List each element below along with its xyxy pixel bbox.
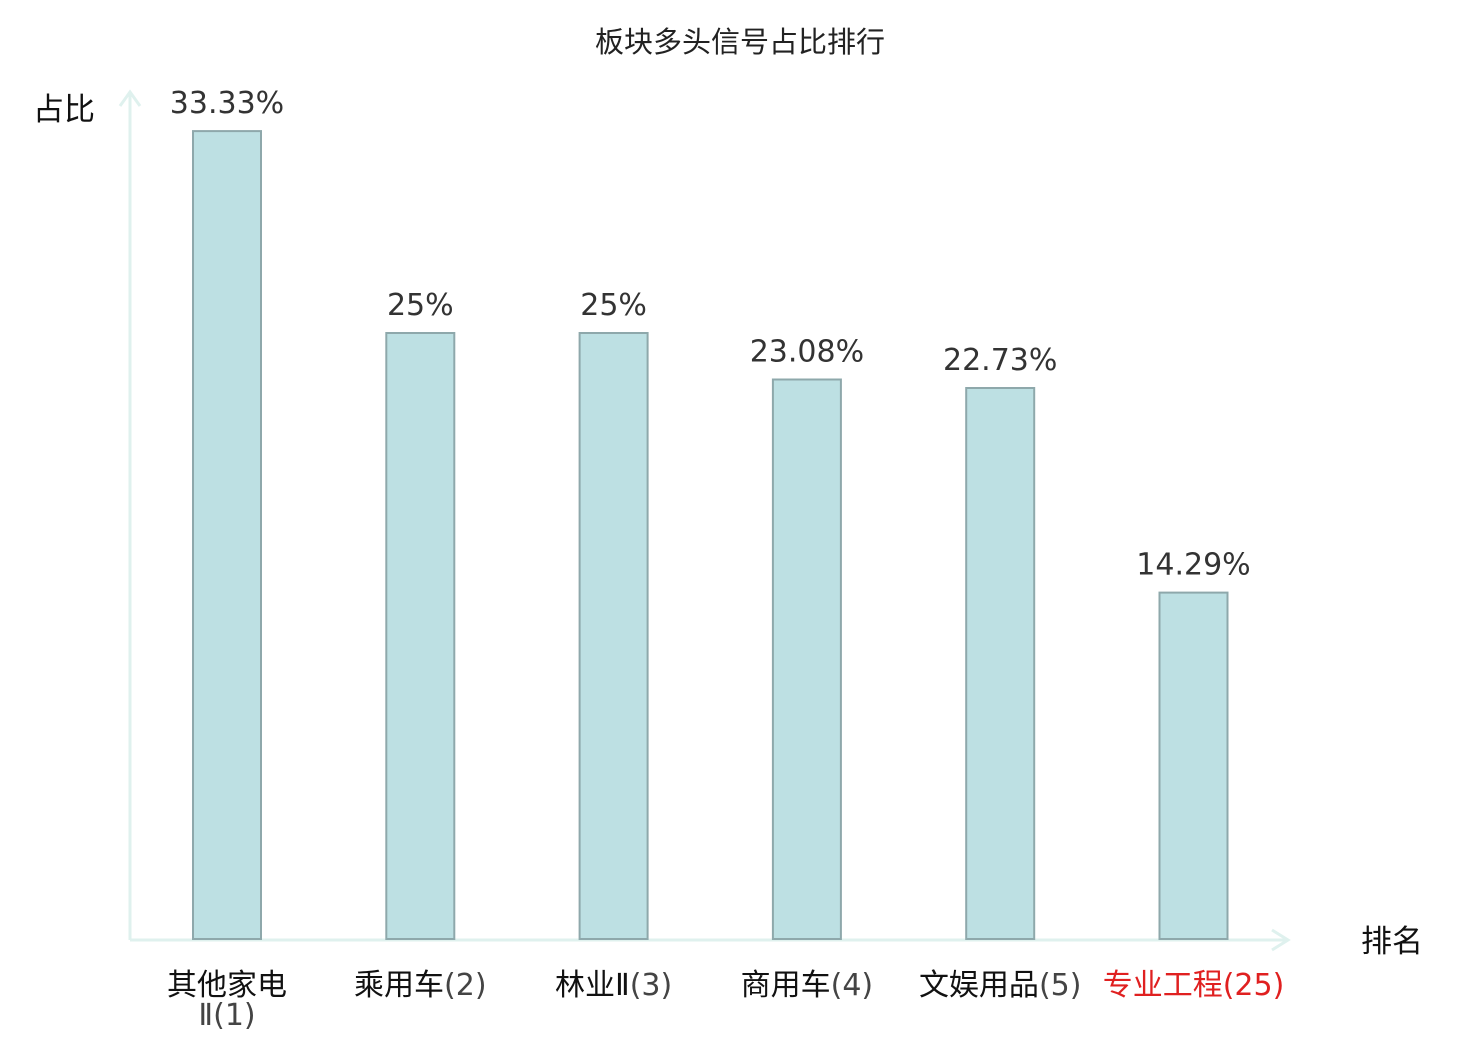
category-name-6: 专业工程	[1103, 968, 1223, 1003]
category-rank-6: (25)	[1223, 968, 1285, 1003]
category-name-1: 其他家电	[167, 968, 287, 1003]
bar-3	[578, 332, 649, 940]
x-axis	[130, 928, 1291, 952]
bars-group	[192, 130, 1229, 941]
x-axis-label: 排名	[1361, 924, 1423, 960]
value-label-6: 14.29%	[1136, 548, 1250, 583]
value-labels-group: 33.33% 25% 25% 23.08% 22.73% 14.29%	[170, 86, 1251, 582]
y-axis	[118, 89, 142, 940]
category-rank-5: (5)	[1039, 968, 1082, 1003]
category-label-5: 文娱用品(5)	[919, 968, 1081, 1003]
category-label-3: 林业Ⅱ(3)	[555, 968, 672, 1003]
bar-5	[965, 387, 1036, 940]
bar-1	[192, 130, 262, 941]
value-label-3: 25%	[580, 288, 647, 323]
value-label-5: 22.73%	[943, 343, 1057, 378]
category-label-2: 乘用车(2)	[354, 968, 487, 1003]
category-name-4: 商用车	[741, 968, 831, 1003]
value-label-2: 25%	[387, 288, 454, 323]
chart-title: 板块多头信号占比排行	[595, 25, 885, 59]
value-label-1: 33.33%	[170, 86, 284, 121]
category-name-2: 乘用车	[354, 968, 444, 1003]
bar-4	[771, 378, 842, 940]
category-rank-3: (3)	[630, 968, 673, 1003]
category-rank-4: (4)	[831, 968, 874, 1003]
category-rank-2: (2)	[444, 968, 487, 1003]
bar-2	[385, 332, 456, 940]
category-name-5: 文娱用品	[919, 968, 1039, 1003]
category-label-4: 商用车(4)	[741, 968, 874, 1003]
value-label-4: 23.08%	[750, 335, 864, 370]
category-label-1: 其他家电	[167, 968, 287, 1003]
y-axis-label: 占比	[33, 92, 95, 128]
bar-6	[1158, 591, 1229, 940]
category-name-3: 林业Ⅱ	[555, 968, 630, 1003]
category-label-line2-1: Ⅱ(1)	[198, 998, 255, 1033]
category-label-6: 专业工程(25)	[1103, 968, 1285, 1003]
